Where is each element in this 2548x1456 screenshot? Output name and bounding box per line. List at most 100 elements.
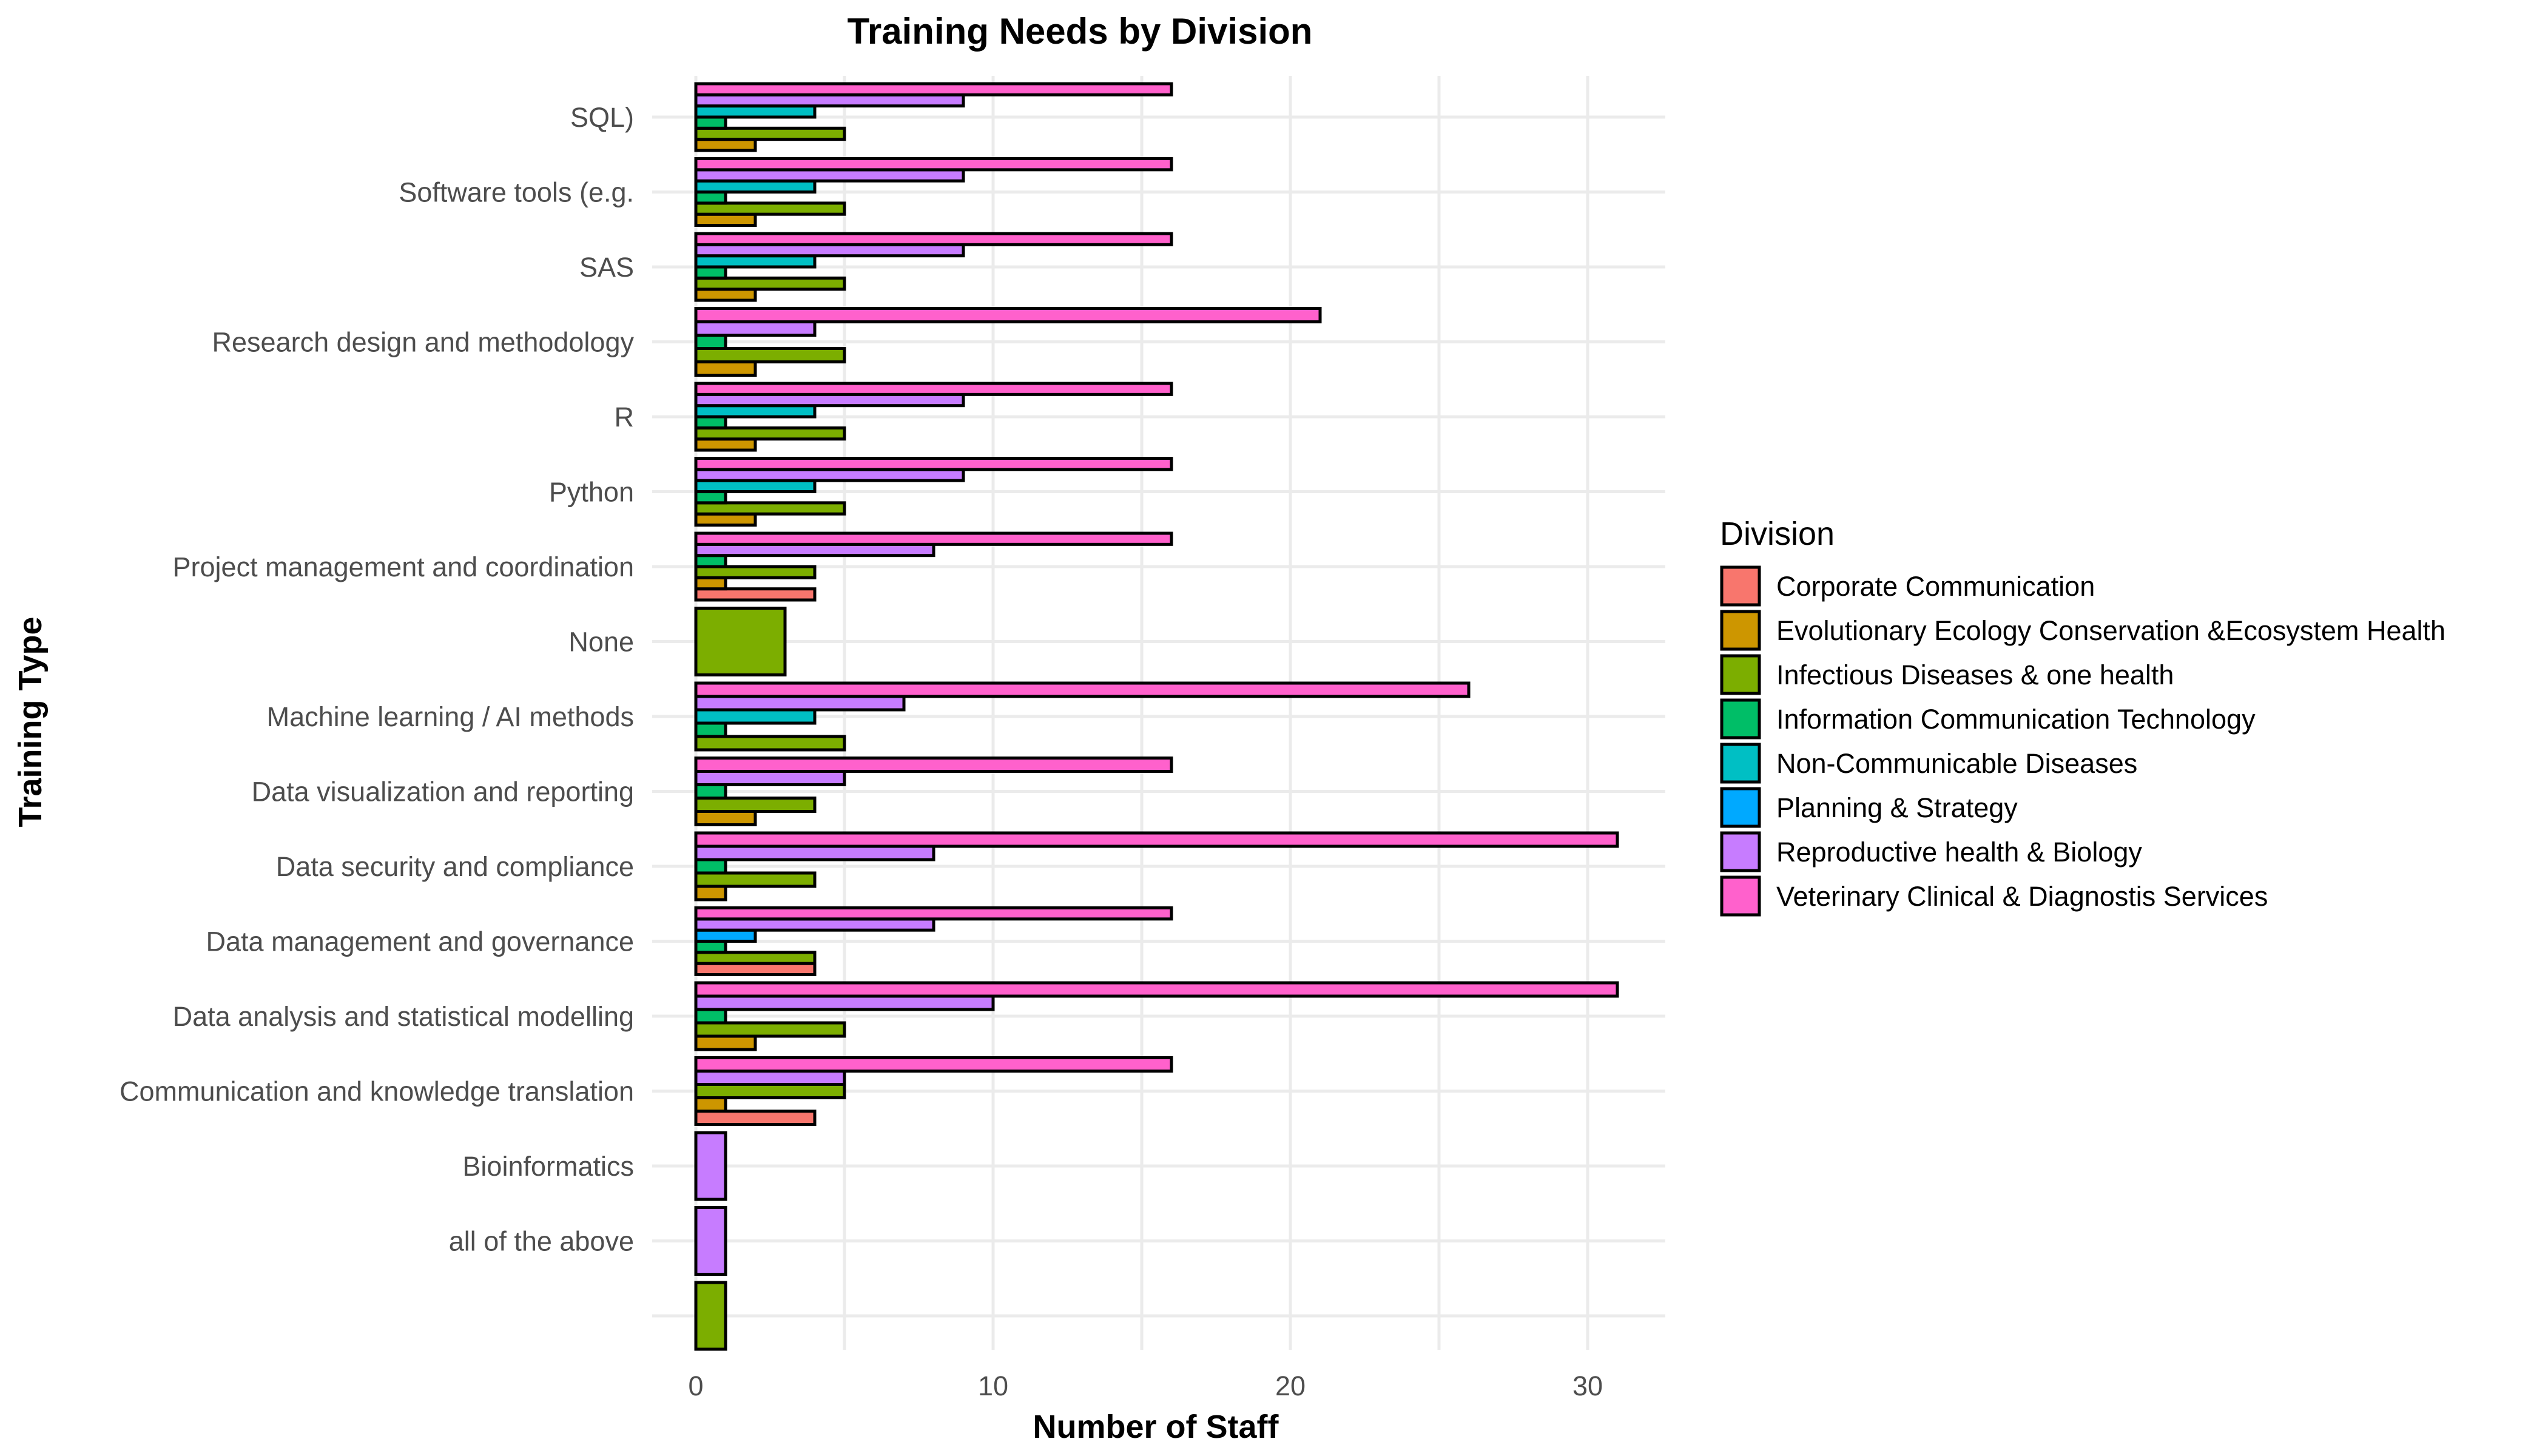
bar [694, 404, 817, 419]
bar [694, 1131, 727, 1201]
bar [694, 735, 846, 752]
bar [694, 157, 1173, 172]
x-tick-label: 0 [688, 1370, 703, 1401]
bar [694, 468, 965, 482]
bar [694, 393, 965, 408]
bar [694, 426, 846, 441]
x-tick-labels: 0 10 20 30 [688, 1370, 1603, 1401]
bar [694, 844, 935, 861]
bar [694, 82, 1173, 96]
y-tick-label: Research design and methodology [212, 327, 635, 358]
bar [694, 906, 1173, 921]
x-tick-label: 20 [1275, 1370, 1306, 1401]
bar [694, 501, 846, 516]
y-tick-label: SQL) [570, 102, 634, 133]
bar [694, 576, 727, 591]
y-tick-label: None [568, 627, 634, 658]
bar [694, 994, 995, 1011]
y-tick-label: Bioinformatics [462, 1151, 634, 1182]
y-axis-title: Training Type [12, 616, 49, 827]
bar [694, 490, 727, 505]
bar [694, 382, 1173, 396]
bar [694, 721, 727, 738]
bar [694, 243, 965, 258]
legend-swatch [1720, 698, 1761, 740]
bar [694, 1070, 846, 1086]
y-tick-label: Python [549, 477, 634, 508]
bar [694, 232, 1173, 246]
legend-label: Non-Communicable Diseases [1776, 748, 2137, 779]
bar [694, 360, 757, 377]
bar [694, 607, 787, 676]
bar [694, 708, 817, 725]
bar [694, 858, 727, 875]
bar [694, 770, 846, 786]
legend-swatch [1720, 787, 1761, 828]
bar [694, 190, 727, 205]
legend-title: Division [1720, 516, 1835, 552]
bar [694, 415, 727, 430]
bar [694, 1110, 817, 1126]
bar [694, 201, 846, 216]
bar [694, 885, 727, 902]
bar [694, 307, 1322, 323]
bar [694, 797, 817, 813]
bar [694, 951, 817, 965]
bar [694, 928, 757, 943]
legend-label: Information Communication Technology [1776, 704, 2256, 735]
bar [694, 288, 757, 302]
bar [694, 347, 846, 363]
bar [694, 104, 817, 119]
bar [694, 695, 906, 712]
chart-title: Training Needs by Division [848, 11, 1313, 52]
bar [694, 1281, 727, 1351]
bar [694, 554, 727, 568]
bar [694, 1206, 727, 1276]
bar [694, 254, 817, 269]
bar [694, 981, 1619, 998]
y-tick-labels: SQL) Software tools (e.g. SAS Research desi… [120, 102, 634, 1257]
x-axis-title: Number of Staff [1033, 1409, 1279, 1445]
bar [694, 1021, 846, 1038]
bar [694, 542, 935, 558]
bar [694, 587, 817, 602]
bar [694, 1096, 727, 1113]
bar [694, 565, 817, 579]
legend-label: Infectious Diseases & one health [1776, 659, 2174, 690]
y-tick-label: Machine learning / AI methods [267, 701, 634, 732]
bar [694, 479, 817, 494]
legend-swatch [1720, 610, 1761, 651]
y-tick-label: Software tools (e.g. [399, 177, 634, 208]
legend-swatch [1720, 565, 1761, 607]
y-tick-label: all of the above [449, 1226, 634, 1257]
legend-swatch [1720, 654, 1761, 695]
bar [694, 320, 817, 337]
legend-swatch [1720, 875, 1761, 917]
bar [694, 1034, 757, 1051]
legend-items: Corporate Communication Evolutionary Ecol… [1720, 565, 2445, 917]
bar [694, 783, 727, 800]
y-tick-label: Communication and knowledge translation [120, 1076, 634, 1107]
bar [694, 212, 757, 227]
bar [694, 265, 727, 280]
y-tick-label: SAS [579, 252, 634, 283]
bar [694, 1056, 1173, 1073]
grid-layer [652, 76, 1665, 1350]
bar [694, 962, 817, 976]
bar-layer [694, 82, 1619, 1351]
y-tick-label: Data management and governance [206, 926, 634, 957]
bar [694, 871, 817, 888]
bar [694, 168, 965, 183]
bar [694, 1083, 846, 1099]
y-tick-label: Project management and coordination [173, 551, 634, 582]
bar [694, 531, 1173, 546]
bar [694, 1008, 727, 1025]
x-tick-label: 30 [1572, 1370, 1603, 1401]
bar [694, 126, 846, 141]
legend-label: Corporate Communication [1776, 571, 2095, 602]
bar [694, 940, 727, 954]
bar [694, 276, 846, 291]
legend-label: Reproductive health & Biology [1776, 837, 2142, 868]
y-tick-label: Data visualization and reporting [252, 777, 634, 807]
